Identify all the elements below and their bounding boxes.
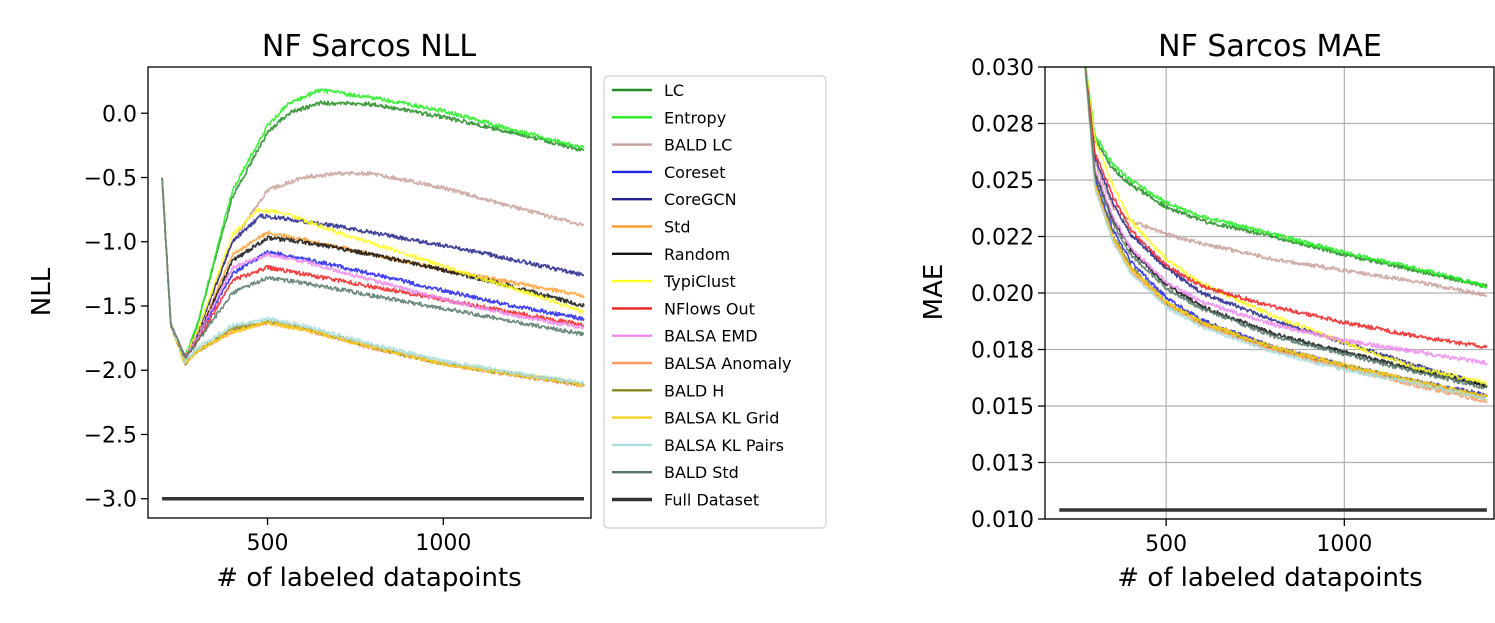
mae-ytick-label-5: 0.022	[971, 226, 1034, 251]
legend-label-lc: LC	[664, 81, 684, 100]
nll-series-coregcn	[161, 177, 585, 359]
nll-ytick-label-5: −2.5	[84, 423, 137, 448]
nll-chart-title: NF Sarcos NLL	[262, 29, 477, 64]
mae-x-axis-label: # of labeled datapoints	[1117, 563, 1422, 593]
mae-ytick-label-4: 0.020	[971, 282, 1034, 307]
legend-item-random: Random	[612, 245, 730, 264]
legend-label-random: Random	[664, 245, 730, 264]
nll-chart: NF Sarcos NLL 500 1000 0.0 −0.5 −1.0 −1.5 −2.…	[27, 29, 592, 593]
mae-series-lc	[1084, 67, 1488, 289]
legend-item-bald-lc: BALD LC	[612, 136, 732, 155]
mae-chart: NF Sarcos MAE 500 1000 0.0100.0130.0150.0…	[919, 29, 1495, 593]
legend-label-balsa-kl-grid: BALSA KL Grid	[664, 409, 779, 428]
legend-item-nflows-out: NFlows Out	[612, 299, 755, 318]
legend-label-typiclust: TypiClust	[663, 272, 736, 291]
mae-series-balsa-emd	[1084, 67, 1488, 366]
legend-label-coregcn: CoreGCN	[664, 190, 737, 209]
nll-series-std	[161, 177, 585, 360]
nll-x-ticks: 500 1000	[247, 518, 471, 556]
mae-y-axis-label: MAE	[919, 264, 949, 321]
mae-series-balsa-kl-pairs	[1084, 67, 1488, 402]
nll-series-bald-lc	[161, 170, 585, 358]
nll-y-ticks: 0.0 −0.5 −1.0 −1.5 −2.0 −2.5 −3.0	[84, 102, 148, 513]
legend-item-full-dataset: Full Dataset	[612, 491, 759, 510]
nll-series-nflows-out	[161, 177, 585, 358]
mae-series-entropy	[1084, 67, 1488, 289]
legend-item-entropy: Entropy	[612, 108, 726, 127]
legend: LC Entropy BALD LC Coreset CoreGCN Std Random T…	[603, 75, 827, 529]
legend-label-std: Std	[664, 218, 691, 237]
legend-item-coreset: Coreset	[612, 163, 725, 182]
mae-series-group	[1059, 67, 1488, 512]
nll-ytick-label-0: 0.0	[102, 102, 137, 127]
mae-ytick-label-2: 0.015	[971, 395, 1034, 420]
legend-item-std: Std	[612, 218, 691, 237]
legend-item-typiclust: TypiClust	[612, 272, 736, 291]
nll-series-typiclust	[161, 177, 585, 360]
nll-series-balsa-kl-pairs	[161, 177, 585, 385]
nll-series-balsa-emd	[161, 177, 585, 359]
mae-xtick-label-0: 500	[1145, 532, 1187, 557]
nll-ytick-label-1: −0.5	[84, 167, 137, 192]
legend-item-balsa-emd: BALSA EMD	[612, 327, 758, 346]
legend-item-bald-h: BALD H	[612, 381, 724, 400]
nll-ytick-label-2: −1.0	[84, 231, 137, 256]
legend-label-balsa-anomaly: BALSA Anomaly	[664, 354, 792, 373]
mae-grid	[1045, 66, 1494, 520]
nll-y-axis-label: NLL	[27, 267, 57, 316]
legend-label-nflows-out: NFlows Out	[664, 299, 755, 318]
legend-item-coregcn: CoreGCN	[612, 190, 737, 209]
nll-x-axis-label: # of labeled datapoints	[216, 563, 521, 593]
nll-ytick-label-3: −1.5	[84, 295, 137, 320]
legend-label-entropy: Entropy	[664, 108, 726, 127]
legend-label-bald-h: BALD H	[664, 381, 724, 400]
mae-series-coregcn	[1084, 67, 1488, 388]
legend-item-lc: LC	[612, 81, 684, 100]
legend-label-bald-lc: BALD LC	[664, 136, 732, 155]
legend-item-bald-std: BALD Std	[612, 463, 739, 482]
mae-ytick-label-8: 0.030	[971, 56, 1034, 81]
nll-ytick-label-4: −2.0	[84, 359, 137, 384]
mae-series-balsa-kl-grid	[1084, 67, 1488, 399]
legend-label-bald-std: BALD Std	[664, 463, 739, 482]
legend-label-balsa-emd: BALSA EMD	[664, 327, 758, 346]
nll-series-balsa-kl-grid	[161, 177, 585, 387]
mae-ytick-label-6: 0.025	[971, 169, 1034, 194]
mae-series-typiclust	[1084, 67, 1488, 386]
legend-item-balsa-anomaly: BALSA Anomaly	[612, 354, 792, 373]
mae-ytick-label-3: 0.018	[971, 339, 1034, 364]
mae-chart-title: NF Sarcos MAE	[1158, 29, 1382, 64]
mae-x-ticks: 500 1000	[1145, 519, 1372, 557]
nll-xtick-label-0: 500	[247, 531, 289, 556]
mae-series-bald-std	[1084, 67, 1488, 390]
legend-box	[603, 75, 827, 529]
nll-series-random	[161, 177, 585, 359]
nll-ytick-label-6: −3.0	[84, 488, 137, 513]
nll-xtick-label-1: 1000	[415, 531, 471, 556]
mae-ytick-label-7: 0.028	[971, 113, 1034, 138]
mae-ytick-label-1: 0.013	[971, 452, 1034, 477]
legend-label-coreset: Coreset	[664, 163, 725, 182]
legend-item-balsa-kl-pairs: BALSA KL Pairs	[612, 436, 784, 455]
nll-series-bald-std	[161, 177, 585, 360]
nll-series-group	[161, 88, 585, 501]
mae-xtick-label-1: 1000	[1316, 532, 1372, 557]
nll-series-coreset	[161, 177, 585, 360]
legend-item-balsa-kl-grid: BALSA KL Grid	[612, 409, 779, 428]
nll-series-entropy	[161, 88, 585, 359]
legend-label-full-dataset: Full Dataset	[664, 491, 759, 510]
mae-series-bald-lc	[1084, 67, 1488, 298]
nll-plot-frame	[147, 66, 592, 519]
mae-ytick-label-0: 0.010	[971, 508, 1034, 533]
legend-label-balsa-kl-pairs: BALSA KL Pairs	[664, 436, 784, 455]
mae-y-ticks: 0.010 0.013 0.015 0.018 0.020 0.022 0.025 0.028…	[971, 56, 1045, 533]
mae-series-nflows-out	[1084, 67, 1488, 349]
nll-series-lc	[161, 100, 585, 360]
